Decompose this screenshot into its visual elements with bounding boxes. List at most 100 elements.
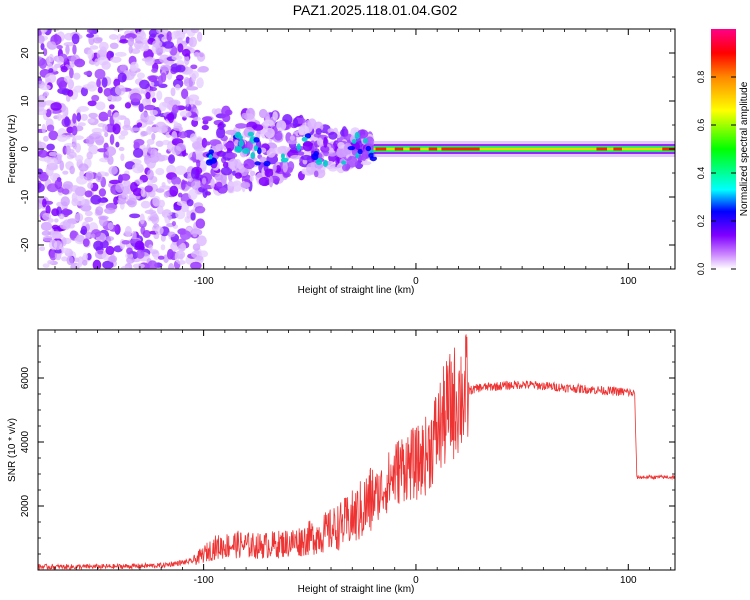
heatmap-blob <box>120 130 129 136</box>
heatmap-blob <box>344 128 349 137</box>
heatmap-blob <box>48 68 54 73</box>
heatmap-blob <box>54 179 63 190</box>
heatmap-blob <box>196 235 207 247</box>
heatmap-blob <box>208 149 214 155</box>
heatmap-blob <box>365 145 372 152</box>
colorbar-tick-label: 0.0 <box>696 263 706 276</box>
heatmap-blob <box>38 108 48 116</box>
heatmap-blob <box>354 131 360 140</box>
heatmap-blob <box>225 129 238 135</box>
heatmap-blob <box>98 188 107 197</box>
heatmap-blob <box>124 225 132 237</box>
heatmap-blob <box>264 127 275 139</box>
heatmap-blob <box>104 207 116 214</box>
heatmap-blob <box>75 234 85 242</box>
heatmap-blob <box>60 196 70 207</box>
heatmap-blob <box>83 71 93 76</box>
heatmap-blob <box>56 113 62 121</box>
heatmap-blob <box>38 182 45 193</box>
heatmap-blob <box>42 235 53 242</box>
heatmap-blob <box>166 113 175 121</box>
heatmap-blob <box>151 97 157 103</box>
heatmap-blob <box>69 185 81 192</box>
heatmap-blob <box>186 86 199 91</box>
heatmap-blob <box>247 131 255 137</box>
heatmap-blob <box>91 94 100 102</box>
heatmap-blob <box>276 120 287 131</box>
heatmap-blob <box>171 220 176 227</box>
heatmap-blob <box>47 259 54 265</box>
heatmap-blob <box>84 190 93 198</box>
heatmap-blob <box>158 102 167 112</box>
heatmap-blob <box>201 116 213 122</box>
heatmap-blob <box>156 29 164 34</box>
heatmap-blob <box>125 200 136 206</box>
heatmap-band-peak <box>409 147 421 151</box>
heatmap-blob <box>191 73 197 83</box>
heatmap-blob <box>166 30 173 42</box>
heatmap-blob <box>188 36 198 48</box>
heatmap-blob <box>202 186 208 198</box>
heatmap-blob <box>82 259 88 266</box>
heatmap-blob <box>61 188 70 195</box>
spectrogram-ytick-label: 20 <box>20 47 31 59</box>
heatmap-blob <box>101 61 111 70</box>
heatmap-blob <box>69 230 78 239</box>
spectrogram-ytick-label: -10 <box>20 189 31 204</box>
heatmap-blob <box>196 159 201 168</box>
heatmap-blob <box>43 135 49 142</box>
heatmap-blob <box>168 215 173 220</box>
heatmap-blob <box>108 104 115 110</box>
heatmap-blob <box>61 256 68 262</box>
heatmap-blob <box>174 84 181 91</box>
heatmap-blob <box>171 176 182 186</box>
heatmap-blob <box>41 212 52 221</box>
heatmap-blob <box>196 77 204 89</box>
heatmap-blob <box>144 104 156 111</box>
heatmap-blob <box>80 113 88 121</box>
heatmap-blob <box>107 95 116 101</box>
heatmap-blob <box>301 136 308 142</box>
heatmap-blob <box>135 31 147 41</box>
heatmap-blob <box>171 31 177 40</box>
heatmap-blob <box>282 160 288 173</box>
heatmap-blob <box>190 261 202 269</box>
heatmap-blob <box>128 45 133 54</box>
heatmap-blob <box>191 151 197 163</box>
heatmap-blob <box>110 51 115 58</box>
heatmap-blob <box>241 112 248 119</box>
heatmap-blob <box>346 155 358 168</box>
heatmap-blob <box>304 133 312 139</box>
heatmap-blob <box>173 121 179 126</box>
snr-ytick-label: 4000 <box>20 430 31 453</box>
heatmap-blob <box>74 212 84 222</box>
heatmap-blob <box>191 227 198 238</box>
spectrogram-heatmap <box>38 29 675 269</box>
heatmap-blob <box>195 218 206 229</box>
heatmap-blob <box>76 175 88 185</box>
heatmap-blob <box>287 140 298 145</box>
heatmap-blob <box>132 148 144 158</box>
heatmap-blob <box>155 140 164 147</box>
heatmap-band-peak <box>428 147 438 151</box>
heatmap-blob <box>72 73 81 79</box>
heatmap-blob <box>139 45 149 52</box>
heatmap-blob <box>44 73 57 84</box>
heatmap-blob <box>75 154 84 163</box>
heatmap-blob <box>113 78 121 87</box>
heatmap-blob <box>301 168 308 175</box>
heatmap-blob <box>215 181 223 189</box>
heatmap-blob <box>56 55 64 64</box>
heatmap-blob <box>64 32 74 41</box>
snr-xtick-label: 100 <box>620 575 637 586</box>
spectrogram-y-label: Frequency (Hz) <box>7 115 18 184</box>
snr-ytick-label: 6000 <box>20 366 31 389</box>
heatmap-blob <box>152 40 163 48</box>
heatmap-blob <box>222 161 229 168</box>
heatmap-blob <box>108 165 118 175</box>
heatmap-blob <box>41 230 51 236</box>
heatmap-blob <box>177 244 186 252</box>
heatmap-blob <box>109 42 119 50</box>
heatmap-blob <box>95 101 106 111</box>
